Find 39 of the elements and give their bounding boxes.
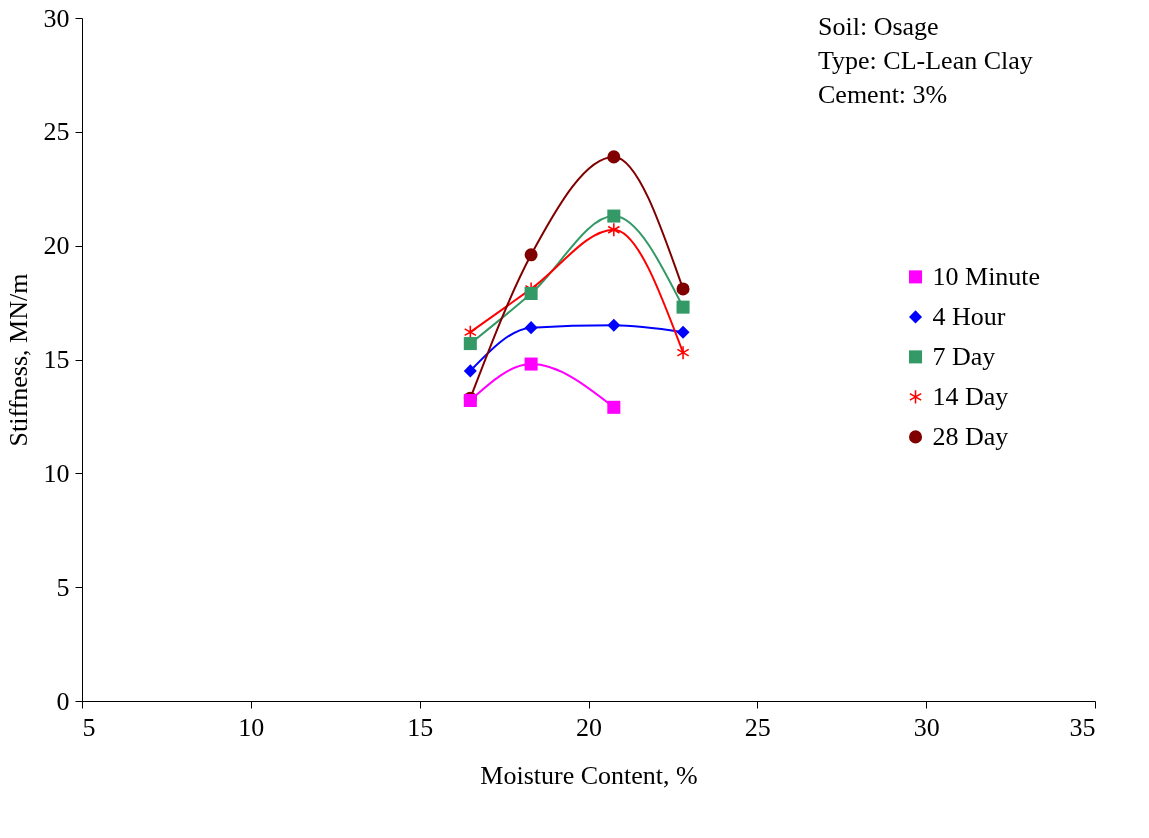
x-tick-label: 15 xyxy=(407,712,434,742)
point xyxy=(607,209,621,223)
point xyxy=(607,223,620,237)
point xyxy=(463,364,477,378)
x-tick-label: 35 xyxy=(1069,712,1096,742)
annotation: Type: CL-Lean Clay xyxy=(818,46,1033,75)
y-tick-label: 0 xyxy=(56,686,70,716)
y-tick-label: 25 xyxy=(43,117,70,147)
x-tick-label: 25 xyxy=(744,712,771,742)
point xyxy=(524,357,538,371)
point xyxy=(524,248,538,262)
point xyxy=(677,346,690,360)
legend-label: 28 Day xyxy=(932,421,1009,451)
point xyxy=(524,286,538,300)
legend-label: 10 Minute xyxy=(932,261,1041,291)
annotation: Soil: Osage xyxy=(818,12,939,41)
x-tick-label: 10 xyxy=(238,712,265,742)
point xyxy=(524,321,538,335)
y-tick-label: 10 xyxy=(43,458,70,488)
y-tick-label: 30 xyxy=(43,3,70,33)
y-tick-label: 15 xyxy=(43,345,70,374)
x-tick-label: 30 xyxy=(913,712,940,742)
point xyxy=(607,400,621,414)
x-tick-label: 20 xyxy=(576,712,602,742)
x-tick-label: 5 xyxy=(82,712,96,742)
x-axis-title: Moisture Content, % xyxy=(480,760,698,790)
legend-label: 14 Day xyxy=(932,381,1009,411)
y-axis-title: Stiffness, MN/m xyxy=(3,273,33,447)
point xyxy=(607,150,621,164)
point xyxy=(676,325,690,339)
point xyxy=(676,282,690,296)
legend-label: 4 Hour xyxy=(932,301,1006,331)
y-tick-label: 5 xyxy=(56,572,70,602)
annotation: Cement: 3% xyxy=(818,80,948,109)
point xyxy=(463,337,477,351)
point xyxy=(607,318,621,332)
legend-label: 7 Day xyxy=(932,341,996,371)
point xyxy=(676,300,690,314)
y-tick-label: 20 xyxy=(43,231,70,261)
